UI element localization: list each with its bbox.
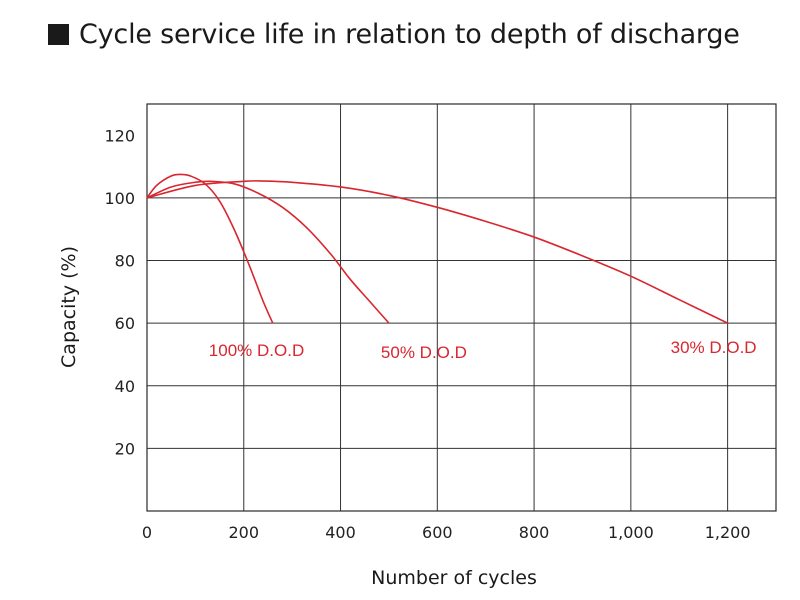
- chart-title-row: Cycle service life in relation to depth …: [48, 14, 740, 54]
- series-label: 100% D.O.D: [209, 341, 304, 360]
- y-tick-label: 60: [115, 314, 135, 333]
- y-tick-label: 100: [104, 189, 135, 208]
- series-label: 50% D.O.D: [381, 343, 467, 362]
- y-tick-label: 20: [115, 439, 135, 458]
- x-tick-label: 1,000: [608, 523, 654, 542]
- x-tick-label: 1,200: [705, 523, 751, 542]
- title-bullet-square: [48, 23, 69, 45]
- chart-title: Cycle service life in relation to depth …: [79, 18, 740, 50]
- plot-frame: [146, 103, 777, 512]
- y-axis-label: Capacity (%): [58, 246, 80, 368]
- series-line: [146, 173, 274, 324]
- y-tick-label: 40: [115, 377, 135, 396]
- series-line: [146, 180, 390, 324]
- x-tick-label: 0: [142, 523, 152, 542]
- x-tick-label: 800: [519, 523, 550, 542]
- x-tick-label: 400: [325, 523, 356, 542]
- x-tick-label: 200: [228, 523, 259, 542]
- y-tick-label: 120: [104, 126, 135, 145]
- y-tick-label: 80: [115, 252, 135, 271]
- x-tick-label: 600: [422, 523, 453, 542]
- series-layer: [146, 173, 728, 324]
- grid-layer: [147, 104, 776, 511]
- series-labels: 100% D.O.D 50% D.O.D 30% D.O.D: [209, 338, 757, 362]
- series-line: [146, 180, 728, 324]
- series-label: 30% D.O.D: [671, 338, 757, 357]
- tick-labels: 0 200 400 600 800 1,000 1,200 20 40 60 80 100 120: [104, 126, 750, 542]
- x-axis-label: Number of cycles: [371, 567, 537, 589]
